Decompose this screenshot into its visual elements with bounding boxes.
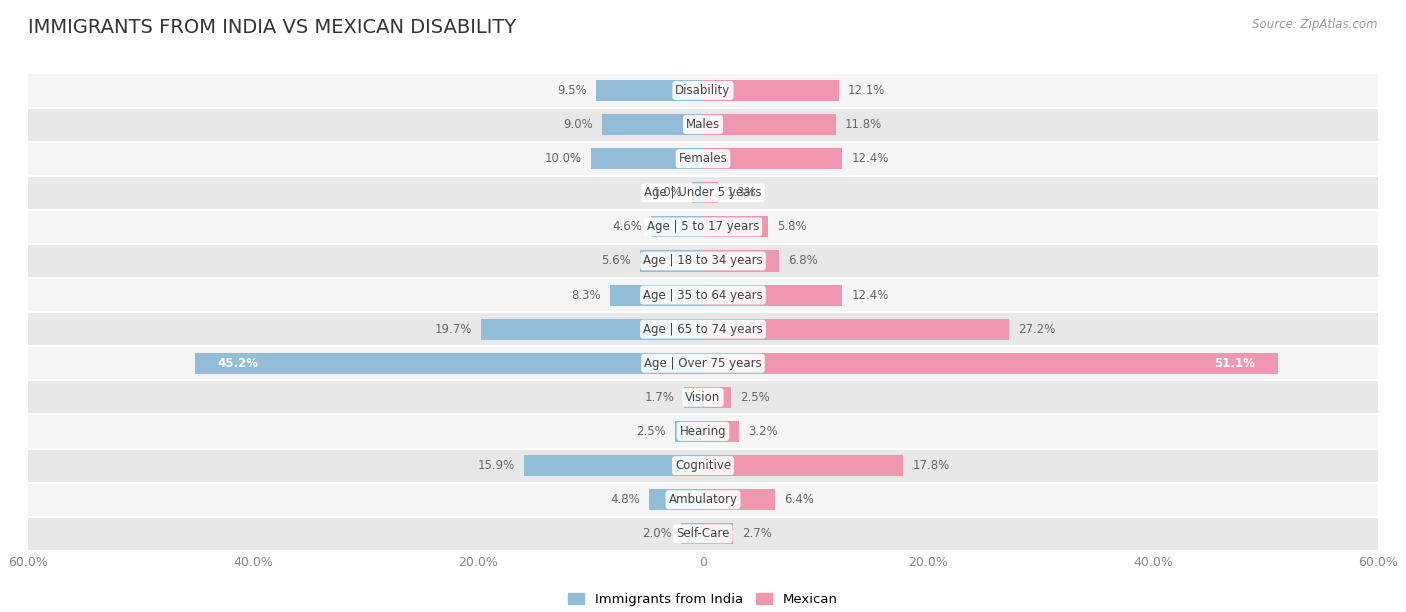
Bar [28,380,1378,414]
Bar [28,517,1378,551]
Bar [703,285,842,305]
Text: 9.5%: 9.5% [557,84,588,97]
Text: 11.8%: 11.8% [845,118,882,131]
Bar [28,73,1378,108]
Text: 6.4%: 6.4% [785,493,814,506]
Bar [28,483,1378,517]
Legend: Immigrants from India, Mexican: Immigrants from India, Mexican [568,593,838,606]
Text: Source: ZipAtlas.com: Source: ZipAtlas.com [1253,18,1378,31]
Bar [703,387,731,408]
Text: Females: Females [679,152,727,165]
Bar [610,285,703,305]
Bar [481,319,703,340]
Text: IMMIGRANTS FROM INDIA VS MEXICAN DISABILITY: IMMIGRANTS FROM INDIA VS MEXICAN DISABIL… [28,18,516,37]
Text: 15.9%: 15.9% [478,459,515,472]
Text: 2.5%: 2.5% [636,425,666,438]
Text: 12.4%: 12.4% [852,289,889,302]
Bar [28,449,1378,483]
Text: Age | Over 75 years: Age | Over 75 years [644,357,762,370]
Bar [602,114,703,135]
Bar [28,414,1378,449]
Text: Males: Males [686,118,720,131]
Text: Hearing: Hearing [679,425,727,438]
Text: 1.3%: 1.3% [727,186,756,200]
Text: 45.2%: 45.2% [217,357,259,370]
Bar [591,148,703,170]
Bar [650,489,703,510]
Text: Disability: Disability [675,84,731,97]
Bar [703,114,835,135]
Text: 4.8%: 4.8% [610,493,640,506]
Bar [703,455,903,476]
Text: Age | 18 to 34 years: Age | 18 to 34 years [643,255,763,267]
Text: 8.3%: 8.3% [571,289,600,302]
Bar [703,353,1278,374]
Bar [703,182,717,203]
Bar [703,80,839,101]
Text: 10.0%: 10.0% [544,152,582,165]
Text: 19.7%: 19.7% [434,323,472,335]
Text: 1.0%: 1.0% [652,186,683,200]
Bar [640,250,703,272]
Text: Age | 5 to 17 years: Age | 5 to 17 years [647,220,759,233]
Bar [28,312,1378,346]
Bar [703,250,779,272]
Text: Age | 65 to 74 years: Age | 65 to 74 years [643,323,763,335]
Text: 51.1%: 51.1% [1215,357,1256,370]
Text: 2.7%: 2.7% [742,528,772,540]
Bar [703,489,775,510]
Text: 27.2%: 27.2% [1018,323,1056,335]
Bar [703,148,842,170]
Bar [28,346,1378,380]
Bar [675,421,703,442]
Text: 5.6%: 5.6% [602,255,631,267]
Text: 9.0%: 9.0% [562,118,593,131]
Text: 12.4%: 12.4% [852,152,889,165]
Text: 17.8%: 17.8% [912,459,949,472]
Bar [524,455,703,476]
Text: Age | Under 5 years: Age | Under 5 years [644,186,762,200]
Bar [681,523,703,544]
Bar [596,80,703,101]
Text: Age | 35 to 64 years: Age | 35 to 64 years [643,289,763,302]
Bar [703,421,740,442]
Bar [28,141,1378,176]
Bar [703,523,734,544]
Bar [194,353,703,374]
Bar [28,278,1378,312]
Bar [703,319,1010,340]
Text: 4.6%: 4.6% [613,220,643,233]
Text: Vision: Vision [685,391,721,404]
Text: 2.5%: 2.5% [740,391,770,404]
Text: 12.1%: 12.1% [848,84,886,97]
Text: Self-Care: Self-Care [676,528,730,540]
Bar [683,387,703,408]
Bar [28,244,1378,278]
Text: Ambulatory: Ambulatory [668,493,738,506]
Text: 5.8%: 5.8% [778,220,807,233]
Text: Cognitive: Cognitive [675,459,731,472]
Bar [28,210,1378,244]
Text: 1.7%: 1.7% [645,391,675,404]
Text: 6.8%: 6.8% [789,255,818,267]
Bar [692,182,703,203]
Bar [28,176,1378,210]
Text: 2.0%: 2.0% [641,528,672,540]
Bar [28,108,1378,141]
Bar [651,216,703,237]
Bar [703,216,768,237]
Text: 3.2%: 3.2% [748,425,778,438]
